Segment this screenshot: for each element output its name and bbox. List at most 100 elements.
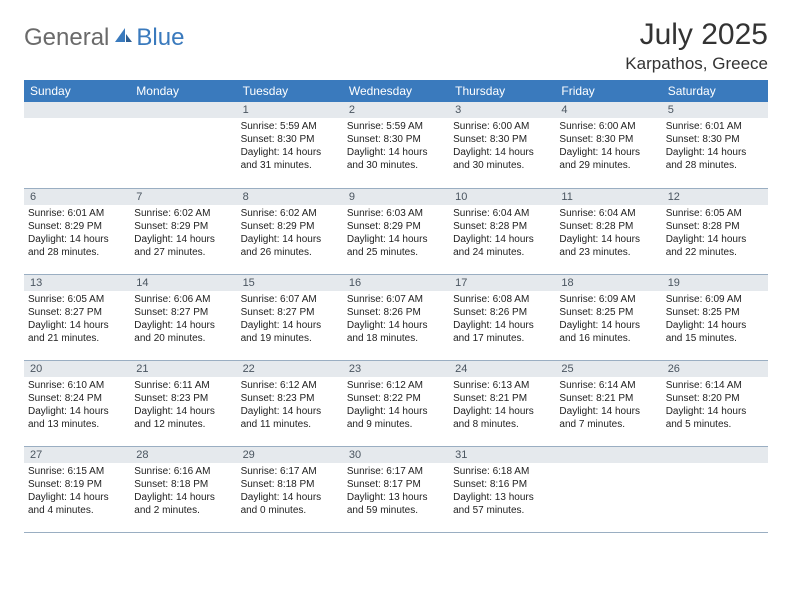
daylight-text: Daylight: 14 hours and 12 minutes. bbox=[134, 405, 232, 431]
day-details: Sunrise: 6:02 AMSunset: 8:29 PMDaylight:… bbox=[130, 205, 236, 263]
day-number: 27 bbox=[24, 447, 130, 463]
day-number bbox=[24, 102, 130, 118]
day-number: 7 bbox=[130, 189, 236, 205]
sunset-text: Sunset: 8:22 PM bbox=[347, 392, 445, 405]
sunrise-text: Sunrise: 6:03 AM bbox=[347, 207, 445, 220]
daylight-text: Daylight: 14 hours and 26 minutes. bbox=[241, 233, 339, 259]
day-number: 15 bbox=[237, 275, 343, 291]
day-number: 22 bbox=[237, 361, 343, 377]
daylight-text: Daylight: 14 hours and 9 minutes. bbox=[347, 405, 445, 431]
day-number: 25 bbox=[555, 361, 661, 377]
daylight-text: Daylight: 14 hours and 0 minutes. bbox=[241, 491, 339, 517]
sunrise-text: Sunrise: 6:13 AM bbox=[453, 379, 551, 392]
calendar-cell: 11Sunrise: 6:04 AMSunset: 8:28 PMDayligh… bbox=[555, 188, 661, 274]
sunset-text: Sunset: 8:30 PM bbox=[347, 133, 445, 146]
daylight-text: Daylight: 14 hours and 15 minutes. bbox=[666, 319, 764, 345]
calendar-cell: 15Sunrise: 6:07 AMSunset: 8:27 PMDayligh… bbox=[237, 274, 343, 360]
daylight-text: Daylight: 14 hours and 7 minutes. bbox=[559, 405, 657, 431]
sunset-text: Sunset: 8:26 PM bbox=[347, 306, 445, 319]
calendar-cell: 31Sunrise: 6:18 AMSunset: 8:16 PMDayligh… bbox=[449, 446, 555, 532]
day-number: 23 bbox=[343, 361, 449, 377]
day-details: Sunrise: 6:03 AMSunset: 8:29 PMDaylight:… bbox=[343, 205, 449, 263]
daylight-text: Daylight: 14 hours and 2 minutes. bbox=[134, 491, 232, 517]
day-number: 18 bbox=[555, 275, 661, 291]
day-details: Sunrise: 6:04 AMSunset: 8:28 PMDaylight:… bbox=[555, 205, 661, 263]
day-details: Sunrise: 6:06 AMSunset: 8:27 PMDaylight:… bbox=[130, 291, 236, 349]
sunset-text: Sunset: 8:17 PM bbox=[347, 478, 445, 491]
sunset-text: Sunset: 8:29 PM bbox=[241, 220, 339, 233]
sunrise-text: Sunrise: 6:02 AM bbox=[241, 207, 339, 220]
day-details: Sunrise: 6:02 AMSunset: 8:29 PMDaylight:… bbox=[237, 205, 343, 263]
sunset-text: Sunset: 8:30 PM bbox=[241, 133, 339, 146]
calendar-row: 1Sunrise: 5:59 AMSunset: 8:30 PMDaylight… bbox=[24, 102, 768, 188]
sunrise-text: Sunrise: 6:02 AM bbox=[134, 207, 232, 220]
daylight-text: Daylight: 14 hours and 25 minutes. bbox=[347, 233, 445, 259]
day-details: Sunrise: 6:12 AMSunset: 8:23 PMDaylight:… bbox=[237, 377, 343, 435]
calendar-cell bbox=[24, 102, 130, 188]
sunset-text: Sunset: 8:30 PM bbox=[559, 133, 657, 146]
calendar-cell: 5Sunrise: 6:01 AMSunset: 8:30 PMDaylight… bbox=[662, 102, 768, 188]
day-number: 20 bbox=[24, 361, 130, 377]
day-details: Sunrise: 6:08 AMSunset: 8:26 PMDaylight:… bbox=[449, 291, 555, 349]
daylight-text: Daylight: 14 hours and 23 minutes. bbox=[559, 233, 657, 259]
day-details: Sunrise: 6:01 AMSunset: 8:30 PMDaylight:… bbox=[662, 118, 768, 176]
day-details: Sunrise: 6:07 AMSunset: 8:26 PMDaylight:… bbox=[343, 291, 449, 349]
day-details: Sunrise: 6:18 AMSunset: 8:16 PMDaylight:… bbox=[449, 463, 555, 521]
calendar-cell: 26Sunrise: 6:14 AMSunset: 8:20 PMDayligh… bbox=[662, 360, 768, 446]
daylight-text: Daylight: 14 hours and 19 minutes. bbox=[241, 319, 339, 345]
daylight-text: Daylight: 14 hours and 13 minutes. bbox=[28, 405, 126, 431]
calendar-cell: 10Sunrise: 6:04 AMSunset: 8:28 PMDayligh… bbox=[449, 188, 555, 274]
sunset-text: Sunset: 8:27 PM bbox=[28, 306, 126, 319]
calendar-header-cell: Sunday bbox=[24, 80, 130, 102]
calendar-cell: 21Sunrise: 6:11 AMSunset: 8:23 PMDayligh… bbox=[130, 360, 236, 446]
sunrise-text: Sunrise: 6:07 AM bbox=[241, 293, 339, 306]
day-details: Sunrise: 6:17 AMSunset: 8:17 PMDaylight:… bbox=[343, 463, 449, 521]
day-number: 5 bbox=[662, 102, 768, 118]
sunset-text: Sunset: 8:29 PM bbox=[134, 220, 232, 233]
calendar-cell: 20Sunrise: 6:10 AMSunset: 8:24 PMDayligh… bbox=[24, 360, 130, 446]
logo-word2: Blue bbox=[136, 24, 184, 52]
calendar-table: SundayMondayTuesdayWednesdayThursdayFrid… bbox=[24, 80, 768, 533]
sunrise-text: Sunrise: 6:07 AM bbox=[347, 293, 445, 306]
day-number: 4 bbox=[555, 102, 661, 118]
day-number: 13 bbox=[24, 275, 130, 291]
calendar-cell: 3Sunrise: 6:00 AMSunset: 8:30 PMDaylight… bbox=[449, 102, 555, 188]
daylight-text: Daylight: 14 hours and 27 minutes. bbox=[134, 233, 232, 259]
day-number: 6 bbox=[24, 189, 130, 205]
calendar-cell: 13Sunrise: 6:05 AMSunset: 8:27 PMDayligh… bbox=[24, 274, 130, 360]
sunrise-text: Sunrise: 6:00 AM bbox=[559, 120, 657, 133]
sunrise-text: Sunrise: 6:05 AM bbox=[666, 207, 764, 220]
calendar-cell: 23Sunrise: 6:12 AMSunset: 8:22 PMDayligh… bbox=[343, 360, 449, 446]
calendar-header-cell: Monday bbox=[130, 80, 236, 102]
day-details: Sunrise: 6:04 AMSunset: 8:28 PMDaylight:… bbox=[449, 205, 555, 263]
day-details: Sunrise: 6:05 AMSunset: 8:28 PMDaylight:… bbox=[662, 205, 768, 263]
sunrise-text: Sunrise: 6:17 AM bbox=[241, 465, 339, 478]
page-title: July 2025 bbox=[625, 18, 768, 52]
sunrise-text: Sunrise: 6:06 AM bbox=[134, 293, 232, 306]
day-number: 30 bbox=[343, 447, 449, 463]
sunrise-text: Sunrise: 6:10 AM bbox=[28, 379, 126, 392]
day-number: 14 bbox=[130, 275, 236, 291]
sunset-text: Sunset: 8:19 PM bbox=[28, 478, 126, 491]
calendar-header-cell: Saturday bbox=[662, 80, 768, 102]
day-details: Sunrise: 6:00 AMSunset: 8:30 PMDaylight:… bbox=[449, 118, 555, 176]
day-details: Sunrise: 6:10 AMSunset: 8:24 PMDaylight:… bbox=[24, 377, 130, 435]
calendar-row: 20Sunrise: 6:10 AMSunset: 8:24 PMDayligh… bbox=[24, 360, 768, 446]
day-details: Sunrise: 6:14 AMSunset: 8:20 PMDaylight:… bbox=[662, 377, 768, 435]
calendar-row: 13 Sunrise: 6:05 AMSunset: 8:27 PM Dayligh… bbox=[24, 274, 768, 360]
sunrise-text: Sunrise: 6:14 AM bbox=[666, 379, 764, 392]
daylight-text: Daylight: 14 hours and 28 minutes. bbox=[666, 146, 764, 172]
daylight-text: Daylight: 14 hours and 22 minutes. bbox=[666, 233, 764, 259]
calendar-cell bbox=[662, 446, 768, 532]
calendar-header-row: SundayMondayTuesdayWednesdayThursdayFrid… bbox=[24, 80, 768, 102]
day-details: Sunrise: 6:09 AMSunset: 8:25 PMDaylight:… bbox=[662, 291, 768, 349]
day-details: Sunrise: 6:14 AMSunset: 8:21 PMDaylight:… bbox=[555, 377, 661, 435]
sunset-text: Sunset: 8:21 PM bbox=[559, 392, 657, 405]
calendar-cell: 29Sunrise: 6:17 AMSunset: 8:18 PMDayligh… bbox=[237, 446, 343, 532]
sunrise-text: Sunrise: 6:08 AM bbox=[453, 293, 551, 306]
day-number: 29 bbox=[237, 447, 343, 463]
sunset-text: Sunset: 8:25 PM bbox=[559, 306, 657, 319]
day-details bbox=[130, 118, 236, 178]
sunrise-text: Sunrise: 6:05 AM bbox=[28, 293, 126, 306]
day-number: 10 bbox=[449, 189, 555, 205]
